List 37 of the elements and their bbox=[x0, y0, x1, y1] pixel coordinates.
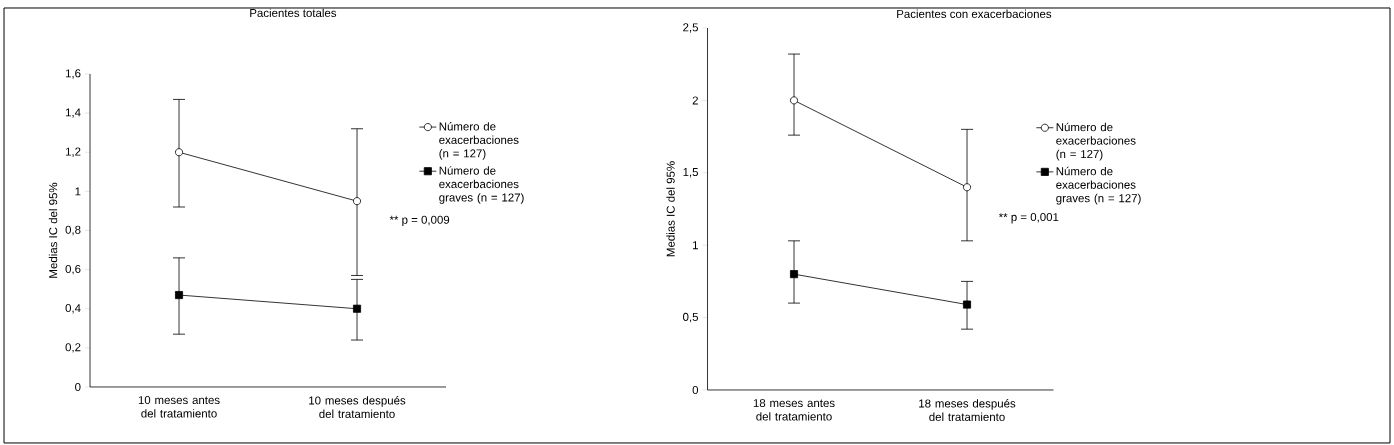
x-tick-label: 18 meses después del tratamiento bbox=[919, 399, 1016, 421]
x-tick-label: 18 meses antes del tratamiento bbox=[753, 399, 835, 421]
y-tick-label: 1,5 bbox=[683, 168, 699, 178]
legend-label: Número de exacerbaciones (n = 127) bbox=[1056, 122, 1136, 161]
y-tick-label: 0 bbox=[692, 385, 699, 395]
y-tick-label: 1,6 bbox=[65, 69, 81, 79]
chart-title: Pacientes con exacerbaciones bbox=[897, 9, 1052, 18]
y-axis-title: Medias IC del 95% bbox=[666, 161, 675, 257]
annotation: ** p = 0,001 bbox=[998, 213, 1059, 224]
point bbox=[963, 183, 972, 192]
point bbox=[175, 148, 184, 157]
point bbox=[790, 96, 799, 105]
point bbox=[963, 300, 972, 309]
y-tick-label: 0,6 bbox=[65, 264, 81, 275]
legend-label: Número de exacerbaciones graves (n = 127) bbox=[439, 166, 524, 204]
y-tick-label: 0,4 bbox=[65, 304, 81, 314]
y-tick-label: 0,2 bbox=[65, 343, 81, 353]
x-tick-label: 10 meses después del tratamiento bbox=[309, 396, 406, 418]
y-tick-label: 1,4 bbox=[65, 108, 81, 118]
legend-label: Número de exacerbaciones graves (n = 127) bbox=[1056, 166, 1141, 205]
point bbox=[353, 304, 362, 313]
annotation: ** p = 0,009 bbox=[389, 215, 450, 227]
y-tick-label: 1 bbox=[693, 241, 698, 250]
point bbox=[790, 270, 799, 279]
y-tick-label: 0 bbox=[75, 382, 81, 392]
y-tick-label: 0,8 bbox=[65, 225, 81, 236]
point bbox=[175, 291, 184, 300]
y-axis-title: Medias IC del 95% bbox=[48, 182, 58, 278]
y-tick-label: 0,5 bbox=[683, 312, 699, 323]
chart-title: Pacientes totales bbox=[250, 8, 337, 18]
x-tick-label: 10 meses antes del tratamiento bbox=[138, 396, 220, 418]
y-tick-label: 2,5 bbox=[683, 23, 699, 33]
point bbox=[353, 197, 362, 206]
legend-label: Número de exacerbaciones (n = 127) bbox=[439, 121, 519, 160]
y-tick-label: 1 bbox=[75, 187, 81, 196]
y-tick-label: 2 bbox=[692, 96, 698, 105]
y-tick-label: 1,2 bbox=[65, 147, 81, 157]
